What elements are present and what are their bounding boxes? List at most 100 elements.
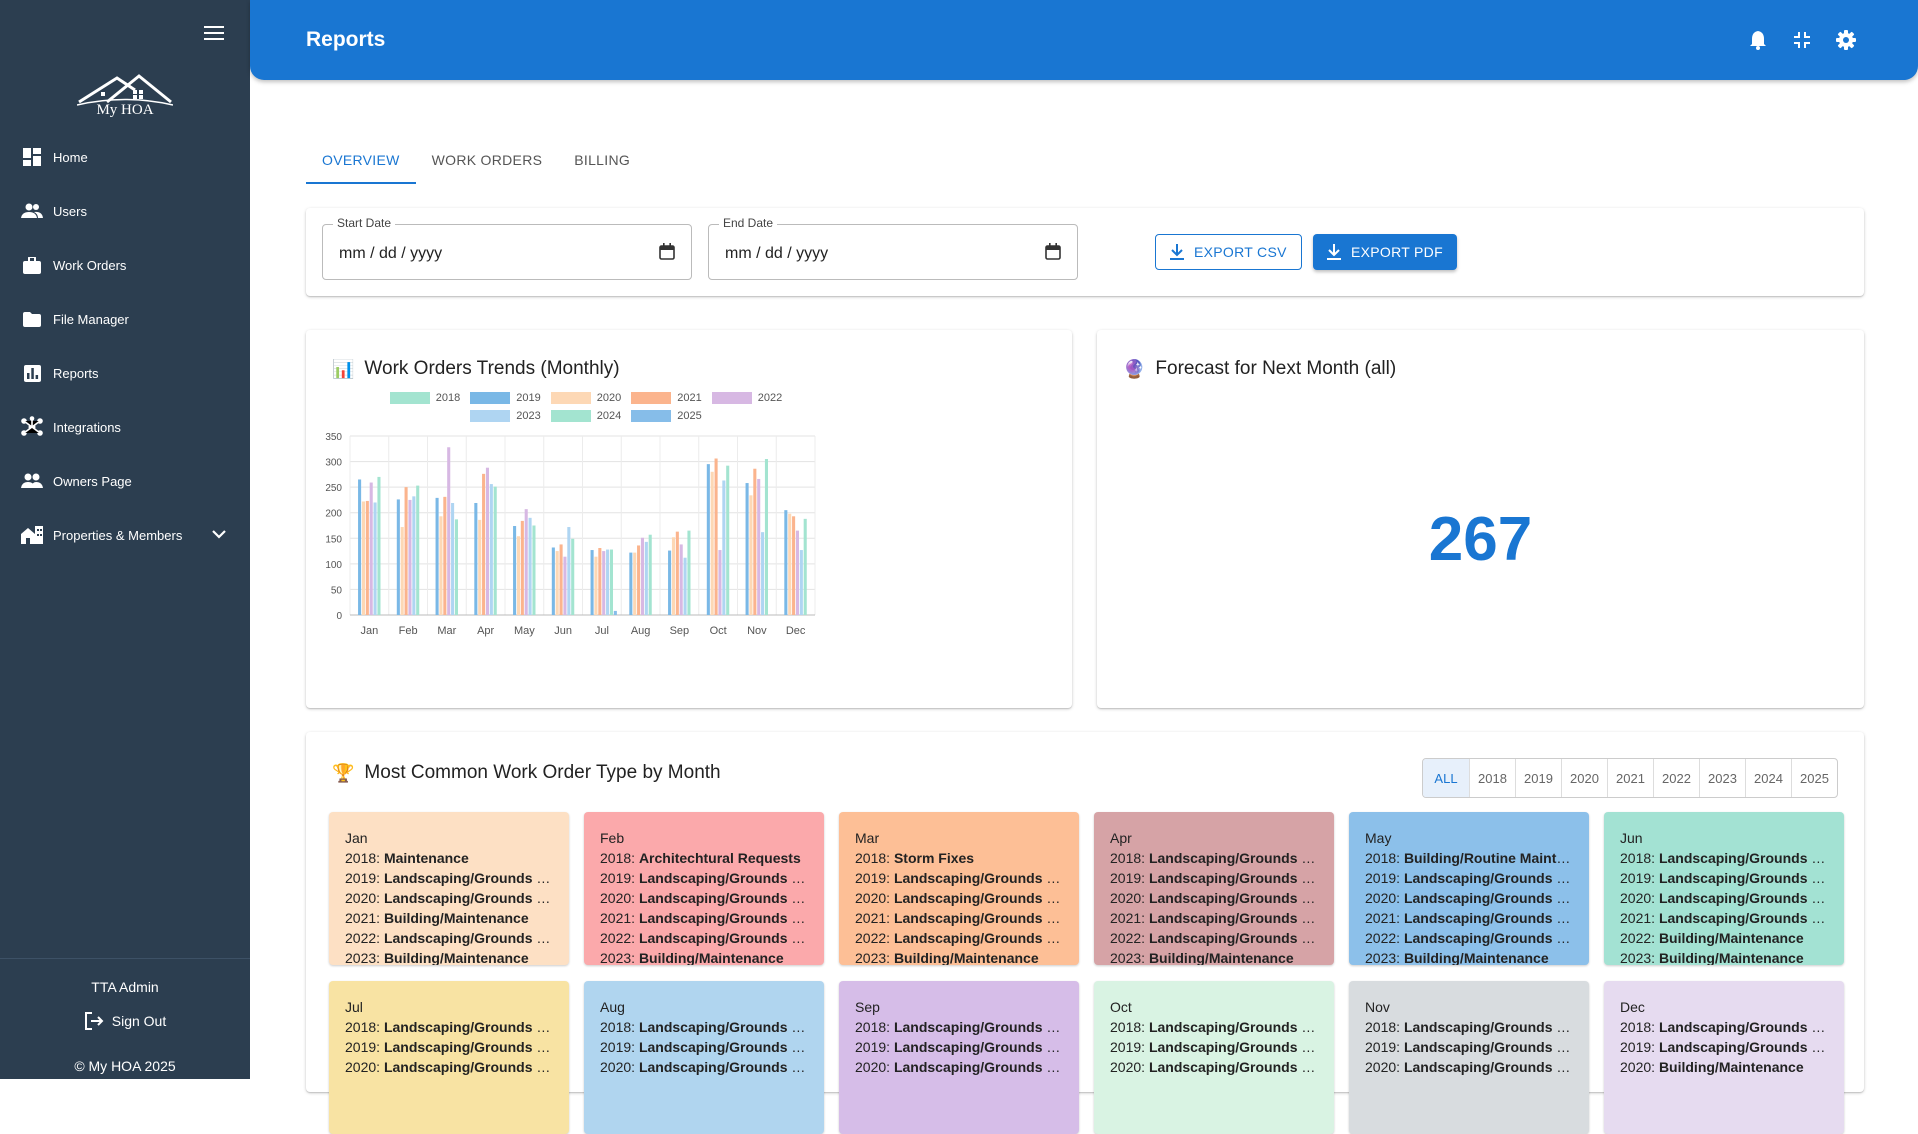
row-type: Storm Fixes: [893, 850, 975, 866]
row-type: Landscaping/Grounds Maintenance: [383, 870, 553, 886]
year-filter-all[interactable]: ALL: [1423, 759, 1469, 797]
sidebar-item-properties-members[interactable]: Properties & Members: [0, 508, 250, 562]
end-date-field[interactable]: End Date mm / dd / yyyy: [708, 216, 1078, 280]
month-type-row: 2021: Landscaping/Grounds Maintenance: [600, 908, 808, 928]
month-type-row: 2019: Landscaping/Grounds Maintenance: [1110, 868, 1318, 888]
year-filter-2022[interactable]: 2022: [1653, 759, 1699, 797]
tab-work-orders[interactable]: WORK ORDERS: [431, 152, 543, 168]
row-year: 2020:: [600, 1059, 639, 1075]
month-card-apr: Apr 2018: Landscaping/Grounds Maintenance…: [1094, 812, 1334, 965]
row-year: 2022:: [1620, 930, 1659, 946]
legend-item[interactable]: 2024: [550, 410, 621, 422]
bar: [679, 544, 683, 615]
month-type-row: 2020: Landscaping/Grounds Maintenance: [1110, 888, 1318, 908]
sidebar-item-label: Home: [53, 149, 88, 165]
tab-billing[interactable]: BILLING: [574, 152, 631, 168]
report-tabs: OVERVIEW WORK ORDERS BILLING: [306, 140, 646, 184]
year-filter-2019[interactable]: 2019: [1515, 759, 1561, 797]
bar: [590, 550, 594, 615]
year-filter-2018[interactable]: 2018: [1469, 759, 1515, 797]
bar: [532, 525, 536, 615]
sidebar-item-integrations[interactable]: Integrations: [0, 400, 250, 454]
legend-swatch: [389, 392, 430, 404]
sidebar-item-users[interactable]: Users: [0, 184, 250, 238]
sidebar-item-home[interactable]: Home: [0, 130, 250, 184]
year-filter-2023[interactable]: 2023: [1699, 759, 1745, 797]
bar: [435, 497, 439, 615]
bell-icon[interactable]: [1746, 28, 1770, 52]
row-year: 2020:: [1110, 890, 1149, 906]
legend-item[interactable]: 2018: [389, 392, 460, 404]
y-tick-label: 0: [336, 611, 342, 622]
row-type: Building/Maintenance: [1148, 950, 1294, 965]
sidebar-item-file-manager[interactable]: File Manager: [0, 292, 250, 346]
row-type: Landscaping/Grounds Maintenance: [383, 1039, 553, 1055]
chevron-down-icon[interactable]: [212, 526, 226, 544]
gear-icon[interactable]: [1834, 28, 1858, 52]
row-type: Landscaping/Grounds Maintenance: [638, 870, 808, 886]
month-name: Jul: [345, 999, 363, 1015]
year-filter-2020[interactable]: 2020: [1561, 759, 1607, 797]
bar: [640, 537, 644, 615]
legend-label: 2025: [677, 410, 702, 422]
people-icon: [21, 470, 43, 492]
trophy-icon: 🏆: [332, 762, 355, 783]
bar: [559, 544, 563, 615]
bar: [795, 530, 799, 615]
calendar-icon[interactable]: [1045, 243, 1061, 265]
legend-label: 2020: [596, 392, 622, 404]
sidebar-item-reports[interactable]: Reports: [0, 346, 250, 400]
export-csv-button[interactable]: EXPORT CSV: [1155, 234, 1302, 270]
calendar-icon[interactable]: [659, 243, 675, 265]
sidebar-footer: TTA Admin Sign Out © My HOA 2025: [0, 958, 250, 1074]
tab-overview[interactable]: OVERVIEW: [306, 140, 416, 184]
work-order-types-card: 🏆 Most Common Work Order Type by Month A…: [306, 732, 1864, 1134]
row-year: 2023:: [1365, 950, 1404, 965]
export-pdf-button[interactable]: EXPORT PDF: [1313, 234, 1457, 270]
month-type-row: 2018: Maintenance: [345, 848, 553, 868]
row-type: Landscaping/Grounds Maintenance: [638, 930, 808, 946]
bar: [606, 549, 610, 615]
row-type: Landscaping/Grounds Maintenance: [638, 890, 808, 906]
bar: [524, 509, 528, 615]
month-type-row: 2019: Landscaping/Grounds Maintenance: [855, 868, 1063, 888]
year-filter-2025[interactable]: 2025: [1791, 759, 1837, 797]
start-date-field[interactable]: Start Date mm / dd / yyyy: [322, 216, 692, 280]
month-type-row: 2019: Landscaping/Grounds Maintenance: [600, 868, 808, 888]
legend-item[interactable]: 2019: [470, 392, 541, 404]
month-type-row: 2019: Landscaping/Grounds Maintenance: [855, 1037, 1063, 1057]
end-date-value: mm / dd / yyyy: [725, 245, 829, 262]
types-title: 🏆 Most Common Work Order Type by Month: [332, 762, 721, 784]
legend-item[interactable]: 2021: [631, 392, 702, 404]
legend-item[interactable]: 2025: [631, 410, 702, 422]
month-type-row: 2021: Landscaping/Grounds Maintenance: [1110, 908, 1318, 928]
legend-label: 2021: [677, 392, 702, 404]
month-card-nov: Nov 2018: Landscaping/Grounds Maintenance…: [1349, 981, 1589, 1134]
forecast-title-text: Forecast for Next Month (all): [1155, 358, 1397, 379]
year-filter-2021[interactable]: 2021: [1607, 759, 1653, 797]
legend-item[interactable]: 2020: [550, 392, 622, 404]
bar: [749, 495, 753, 615]
exit-fullscreen-icon[interactable]: [1790, 28, 1814, 52]
year-filter-2024[interactable]: 2024: [1745, 759, 1791, 797]
legend-item[interactable]: 2023: [470, 410, 541, 422]
sidebar-item-owners-page[interactable]: Owners Page: [0, 454, 250, 508]
row-year: 2019:: [600, 870, 639, 886]
sign-out-button[interactable]: Sign Out: [84, 1011, 166, 1031]
legend-item[interactable]: 2022: [711, 392, 782, 404]
row-type: Landscaping/Grounds Maintenance: [383, 930, 553, 946]
month-card-aug: Aug 2018: Landscaping/Grounds Maintenance…: [584, 981, 824, 1134]
row-type: Landscaping/Grounds Maintenance: [1403, 930, 1573, 946]
bar: [671, 537, 675, 615]
sidebar-item-work-orders[interactable]: Work Orders: [0, 238, 250, 292]
bar: [516, 536, 520, 615]
row-type: Landscaping/Grounds Maintenance: [893, 1059, 1063, 1075]
x-tick-label: Feb: [399, 625, 418, 637]
row-type: Architechtural Requests: [638, 850, 801, 866]
bar: [408, 499, 412, 615]
menu-icon[interactable]: [204, 26, 224, 40]
row-year: 2020:: [1620, 890, 1659, 906]
row-year: 2018:: [1365, 850, 1404, 866]
row-year: 2018:: [1365, 1019, 1404, 1035]
